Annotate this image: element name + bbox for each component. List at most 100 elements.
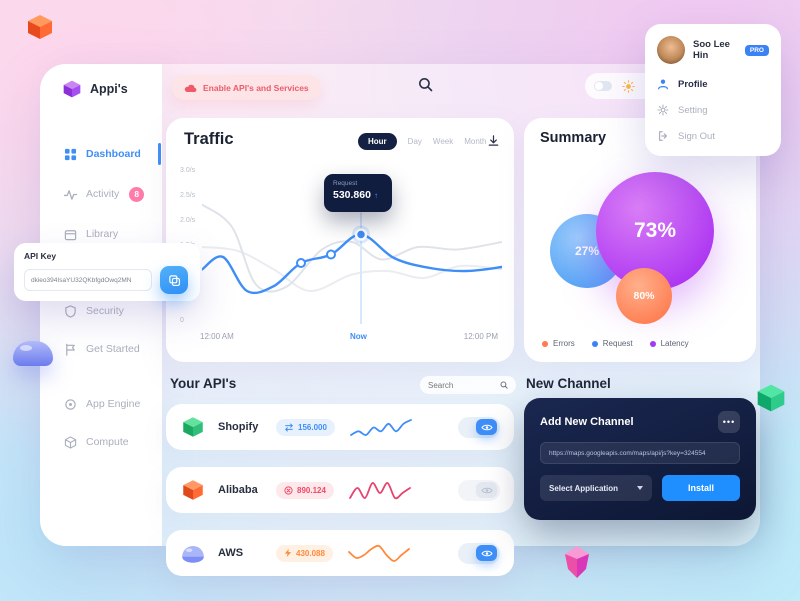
- chart-tooltip: Request 530.860 ↑: [324, 174, 392, 212]
- alibaba-cube-icon: [183, 480, 203, 500]
- cube-outline-icon: [64, 435, 77, 449]
- sidebar-item-compute[interactable]: Compute: [40, 426, 162, 458]
- sidebar-item-dashboard[interactable]: Dashboard: [40, 138, 162, 170]
- your-apis-title: Your API's: [170, 376, 237, 391]
- summary-card: Summary 27% 73% 80% Errors Request Laten…: [524, 118, 756, 362]
- sidebar-item-label: Get Started: [86, 343, 140, 355]
- select-application-label: Select Application: [549, 483, 619, 493]
- sidebar-item-label: Security: [86, 305, 124, 317]
- cloud-icon: [184, 84, 197, 92]
- select-application-dropdown[interactable]: Select Application: [540, 475, 652, 501]
- up-arrow-icon: ↑: [373, 191, 378, 200]
- api-row-shopify[interactable]: Shopify 156.000: [166, 404, 514, 450]
- download-button[interactable]: [487, 134, 500, 152]
- api-row-alibaba[interactable]: Alibaba 890.124: [166, 467, 514, 513]
- more-options-button[interactable]: •••: [718, 411, 740, 433]
- profile-dropdown: Soo Lee Hin PRO Profile Setting Sign Out: [645, 24, 781, 156]
- visibility-toggle[interactable]: [458, 416, 500, 438]
- sparkline: [349, 482, 411, 500]
- channel-url-input[interactable]: [549, 449, 731, 457]
- theme-toggle[interactable]: [594, 81, 612, 91]
- menu-item-sign-out[interactable]: Sign Out: [657, 130, 769, 142]
- profile-header[interactable]: Soo Lee Hin PRO: [657, 36, 769, 64]
- enable-apis-button[interactable]: Enable API's and Services: [172, 75, 321, 100]
- eye-icon: [476, 419, 497, 435]
- menu-item-profile[interactable]: Profile: [657, 78, 769, 90]
- install-button[interactable]: Install: [662, 475, 740, 501]
- y-tick: 2.5/s: [180, 192, 196, 199]
- new-channel-title: New Channel: [526, 376, 611, 391]
- channel-url-field[interactable]: [540, 442, 740, 464]
- traffic-card: Traffic Hour Day Week Month 3.0/s 2.5/s …: [166, 118, 514, 362]
- api-row-aws[interactable]: AWS 430.088: [166, 530, 514, 576]
- ellipsis-icon: •••: [722, 417, 736, 427]
- add-channel-card: Add New Channel ••• Select Application I…: [524, 398, 756, 520]
- search-icon: [500, 381, 508, 389]
- sidebar-item-label: Compute: [86, 436, 129, 448]
- sidebar-item-app-engine[interactable]: App Engine: [40, 388, 162, 420]
- apis-search[interactable]: [420, 376, 516, 394]
- engine-icon: [65, 398, 76, 410]
- api-key-popup: API Key: [14, 243, 200, 301]
- sidebar-item-get-started[interactable]: Get Started: [40, 333, 162, 365]
- eye-icon: [476, 545, 497, 561]
- menu-item-label: Setting: [678, 104, 708, 116]
- y-tick: 0: [180, 317, 184, 324]
- menu-item-label: Sign Out: [678, 130, 715, 142]
- errors-dot: [542, 340, 548, 347]
- sidebar-item-label: Library: [86, 228, 119, 240]
- eye-icon: [476, 482, 497, 498]
- sidebar-item-library[interactable]: Library: [40, 218, 162, 250]
- copy-api-key-button[interactable]: [160, 266, 188, 294]
- search-button[interactable]: [418, 77, 433, 97]
- decor-blue-dome: [13, 341, 53, 366]
- profile-name: Soo Lee Hin: [693, 39, 730, 61]
- app-logo-icon: [28, 15, 52, 39]
- decor-pink-gem: [565, 546, 589, 578]
- summary-legend: Errors Request Latency: [542, 339, 689, 348]
- brand: Appi's: [62, 79, 128, 99]
- aws-dome-icon: [182, 545, 204, 563]
- sidebar-item-activity[interactable]: Activity 8: [40, 178, 162, 210]
- legend-label: Latency: [660, 339, 689, 348]
- legend-label: Errors: [553, 339, 575, 348]
- bubble-errors: 80%: [616, 268, 672, 324]
- flag-icon: [66, 343, 75, 356]
- enable-apis-label: Enable API's and Services: [203, 82, 309, 93]
- active-item-indicator: [158, 143, 161, 165]
- apis-search-input[interactable]: [428, 380, 500, 390]
- sidebar-item-security[interactable]: Security: [40, 295, 162, 327]
- tab-month[interactable]: Month: [464, 137, 487, 146]
- x-tick: 12:00 AM: [200, 332, 234, 341]
- shopify-cube-icon: [183, 417, 203, 437]
- pro-badge: PRO: [744, 44, 769, 56]
- api-name: Shopify: [218, 421, 259, 433]
- sparkline: [348, 544, 410, 562]
- api-metric: 156.000: [276, 418, 335, 436]
- tab-hour[interactable]: Hour: [358, 133, 397, 150]
- menu-item-setting[interactable]: Setting: [657, 104, 769, 116]
- sidebar: Appi's Dashboard Activity 8: [40, 64, 162, 546]
- x-tick-now: Now: [350, 332, 367, 341]
- visibility-toggle[interactable]: [458, 479, 500, 501]
- traffic-title: Traffic: [184, 130, 234, 148]
- tab-day[interactable]: Day: [407, 137, 422, 146]
- library-icon: [64, 229, 77, 240]
- api-name: AWS: [218, 547, 244, 559]
- avatar: [657, 36, 685, 64]
- visibility-toggle[interactable]: [458, 542, 500, 564]
- y-tick: 3.0/s: [180, 167, 196, 174]
- add-channel-heading: Add New Channel: [540, 416, 634, 428]
- request-dot: [591, 340, 598, 347]
- menu-item-label: Profile: [678, 78, 708, 90]
- download-icon: [488, 135, 499, 146]
- latency-dot: [649, 340, 656, 347]
- sidebar-item-label: App Engine: [86, 398, 141, 410]
- activity-badge: 8: [129, 186, 145, 202]
- api-key-label: API Key: [24, 251, 57, 261]
- y-tick: 2.0/s: [180, 217, 196, 224]
- tab-week[interactable]: Week: [432, 137, 454, 146]
- sun-icon[interactable]: [622, 79, 635, 93]
- api-key-input[interactable]: [24, 269, 152, 291]
